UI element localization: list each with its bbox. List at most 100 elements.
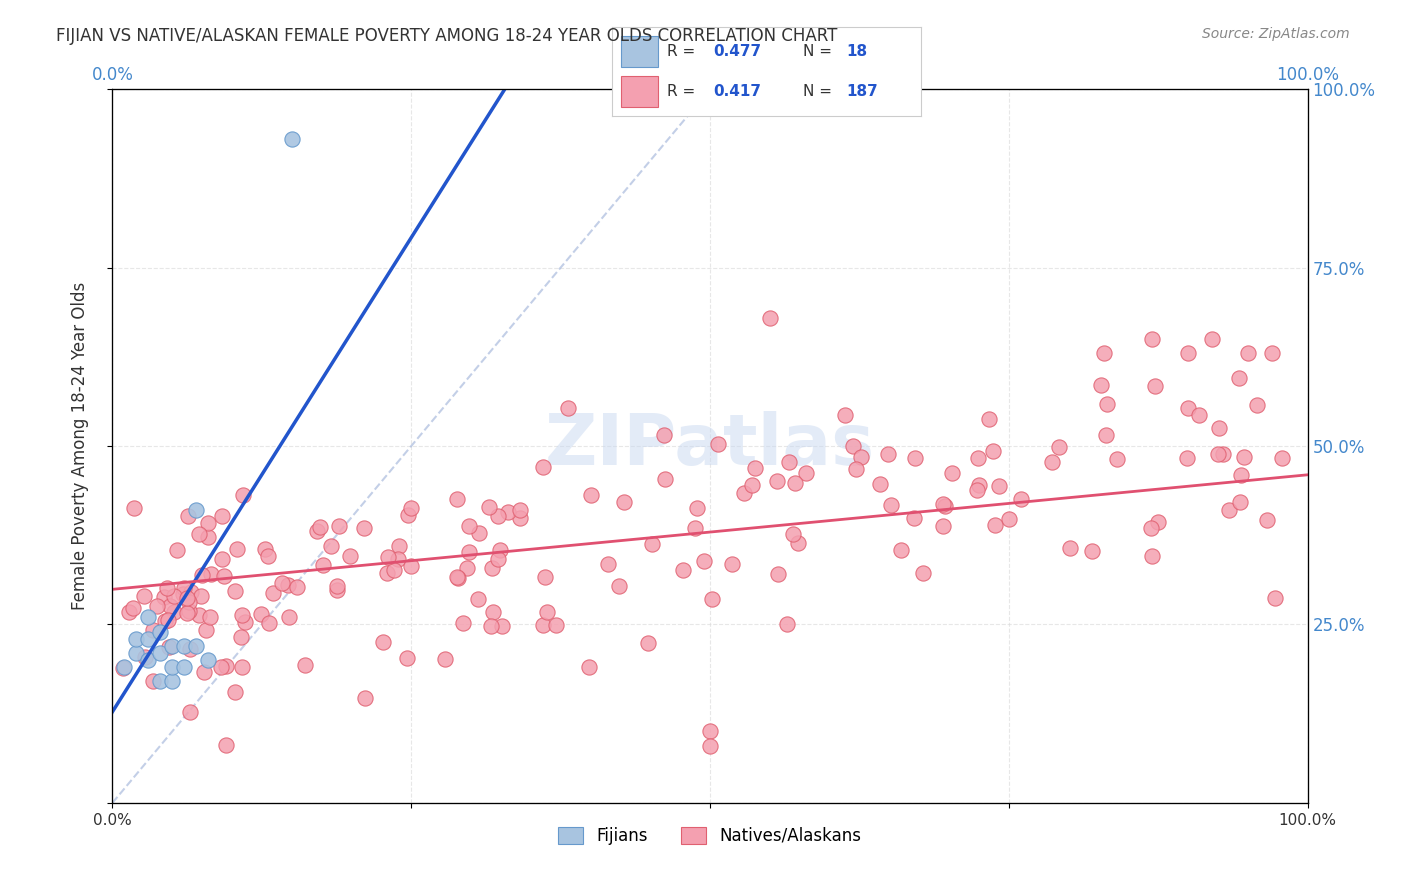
Point bbox=[652, 428, 675, 442]
Point bbox=[179, 705, 201, 719]
Point bbox=[138, 653, 160, 667]
Point bbox=[546, 618, 568, 632]
Point bbox=[146, 599, 169, 613]
Point bbox=[1188, 408, 1211, 422]
Point bbox=[134, 650, 156, 665]
Point bbox=[458, 519, 481, 533]
Point bbox=[211, 552, 233, 566]
Point bbox=[481, 561, 503, 575]
Point bbox=[375, 566, 398, 581]
Point bbox=[138, 610, 160, 624]
Point bbox=[163, 589, 186, 603]
Point bbox=[177, 595, 200, 609]
Point bbox=[1271, 451, 1294, 466]
Point bbox=[200, 566, 222, 581]
Point bbox=[766, 566, 789, 581]
Point bbox=[226, 542, 249, 557]
Point bbox=[1229, 494, 1251, 508]
Point bbox=[198, 609, 221, 624]
Point bbox=[880, 498, 903, 512]
Point bbox=[118, 605, 141, 619]
Point bbox=[1147, 516, 1170, 530]
Point bbox=[904, 451, 927, 466]
Point bbox=[231, 607, 253, 622]
Point bbox=[1206, 447, 1229, 461]
Point bbox=[557, 401, 579, 416]
Point bbox=[536, 605, 558, 619]
Point bbox=[396, 508, 419, 522]
Point bbox=[741, 478, 763, 492]
Point bbox=[446, 491, 468, 506]
Point bbox=[700, 592, 723, 607]
Text: ZIPatlas: ZIPatlas bbox=[546, 411, 875, 481]
Point bbox=[845, 462, 868, 476]
Point bbox=[162, 674, 183, 689]
Point bbox=[783, 476, 806, 491]
Text: 0.417: 0.417 bbox=[714, 85, 762, 99]
Point bbox=[173, 582, 195, 596]
Point bbox=[190, 589, 212, 603]
Point bbox=[256, 549, 278, 563]
Point bbox=[641, 537, 664, 551]
Point bbox=[733, 486, 755, 500]
Point bbox=[163, 605, 186, 619]
Y-axis label: Female Poverty Among 18-24 Year Olds: Female Poverty Among 18-24 Year Olds bbox=[70, 282, 89, 610]
Point bbox=[180, 584, 202, 599]
Point bbox=[142, 624, 165, 638]
Point bbox=[607, 579, 630, 593]
Point bbox=[176, 606, 198, 620]
Point bbox=[699, 724, 721, 739]
Point bbox=[326, 582, 349, 597]
Bar bbox=[621, 36, 658, 67]
Text: 0.477: 0.477 bbox=[714, 45, 762, 59]
Point bbox=[841, 439, 863, 453]
Point bbox=[328, 519, 350, 533]
Point bbox=[197, 653, 219, 667]
Point bbox=[339, 549, 361, 563]
Point bbox=[849, 450, 872, 464]
Point bbox=[294, 657, 316, 672]
Point bbox=[149, 646, 172, 660]
Point bbox=[778, 455, 800, 469]
Point bbox=[932, 498, 955, 512]
Point bbox=[776, 617, 799, 632]
Point bbox=[531, 460, 554, 475]
Point bbox=[782, 527, 804, 541]
Point bbox=[1142, 332, 1164, 346]
Point bbox=[1246, 399, 1268, 413]
Point bbox=[149, 624, 172, 639]
Point bbox=[1010, 492, 1032, 507]
Point bbox=[706, 437, 728, 451]
Point bbox=[1208, 420, 1230, 434]
Point bbox=[177, 604, 200, 618]
Point bbox=[693, 554, 716, 568]
Point bbox=[186, 639, 208, 653]
Point bbox=[186, 503, 208, 517]
Point bbox=[1143, 379, 1166, 393]
Point bbox=[699, 739, 721, 753]
Point bbox=[132, 589, 155, 603]
Point bbox=[1105, 451, 1128, 466]
Point bbox=[434, 652, 457, 666]
Point bbox=[467, 591, 489, 606]
Point bbox=[172, 587, 194, 601]
Point bbox=[285, 580, 308, 594]
Point bbox=[1040, 455, 1063, 469]
Point bbox=[319, 539, 342, 553]
Point bbox=[1177, 401, 1199, 415]
Point bbox=[281, 132, 304, 146]
Point bbox=[188, 527, 211, 541]
Point bbox=[1140, 549, 1163, 563]
Point bbox=[1090, 377, 1112, 392]
Point bbox=[987, 479, 1010, 493]
Point bbox=[209, 660, 232, 674]
Point bbox=[138, 632, 160, 646]
Point bbox=[153, 615, 176, 629]
Point bbox=[876, 448, 898, 462]
Point bbox=[262, 586, 284, 600]
Point bbox=[193, 665, 215, 679]
Point bbox=[231, 630, 253, 644]
Point bbox=[637, 636, 659, 650]
Point bbox=[224, 684, 246, 698]
Point bbox=[977, 412, 1000, 426]
